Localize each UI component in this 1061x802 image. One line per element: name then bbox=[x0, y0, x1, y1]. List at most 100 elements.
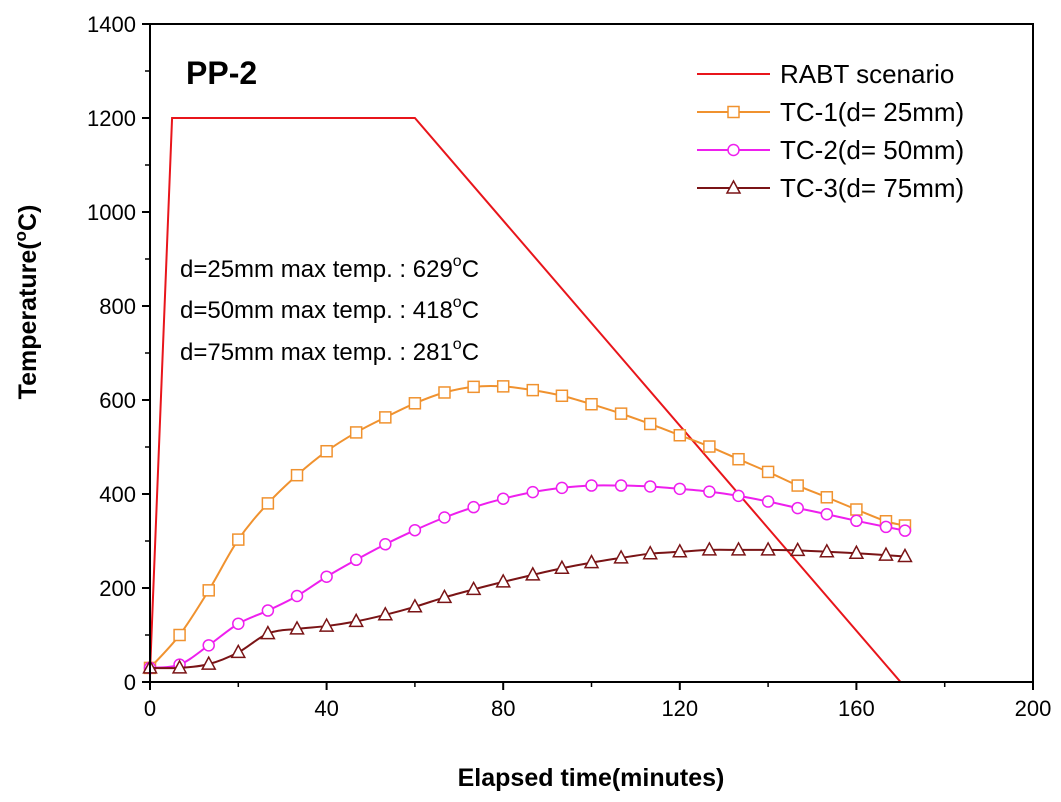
panel-label: PP-2 bbox=[186, 55, 257, 91]
data-point bbox=[467, 500, 480, 514]
data-point bbox=[526, 485, 540, 499]
data-point bbox=[848, 544, 865, 559]
legend-entry-1: RABT scenario bbox=[697, 59, 954, 89]
data-point bbox=[289, 620, 305, 635]
data-point bbox=[202, 639, 215, 652]
data-point bbox=[730, 541, 747, 556]
legend-marker bbox=[727, 143, 740, 157]
data-point bbox=[701, 541, 718, 556]
series-3 bbox=[143, 479, 912, 675]
y-tick-label: 1400 bbox=[87, 12, 136, 37]
data-point bbox=[320, 444, 333, 458]
data-point bbox=[643, 480, 657, 493]
legend-marker bbox=[725, 179, 742, 194]
data-point bbox=[703, 485, 716, 498]
data-point bbox=[261, 497, 275, 510]
legend-marker bbox=[727, 105, 740, 119]
data-point bbox=[583, 554, 600, 569]
data-point bbox=[467, 380, 480, 394]
data-point bbox=[791, 501, 804, 515]
y-tick-label: 0 bbox=[124, 670, 136, 695]
data-point bbox=[673, 429, 687, 442]
data-point bbox=[348, 612, 364, 628]
data-point bbox=[673, 482, 687, 496]
data-point bbox=[732, 452, 745, 466]
legend: RABT scenario TC-1(d= 25mm) TC-2(d= 50mm) T… bbox=[697, 59, 964, 203]
x-tick-label: 200 bbox=[1015, 696, 1052, 721]
data-point bbox=[820, 491, 834, 504]
annotation-d25: d=25mm max temp. : 629oC bbox=[180, 253, 479, 283]
data-point bbox=[850, 503, 863, 516]
max-temp-annotations: d=25mm max temp. : 629oC d=50mm max temp… bbox=[180, 253, 479, 366]
data-point bbox=[438, 511, 451, 524]
data-point bbox=[232, 617, 245, 630]
data-point bbox=[318, 617, 335, 632]
y-tick-label: 1000 bbox=[87, 200, 136, 225]
data-point bbox=[525, 566, 541, 581]
data-point bbox=[760, 541, 776, 556]
annotation-d75: d=75mm max temp. : 281oC bbox=[180, 336, 479, 366]
data-point bbox=[526, 383, 540, 397]
data-point bbox=[820, 507, 834, 521]
data-point bbox=[614, 407, 628, 420]
data-point bbox=[320, 570, 333, 583]
x-axis-title: Elapsed time(minutes) bbox=[458, 764, 725, 792]
data-point bbox=[555, 481, 569, 495]
data-point bbox=[819, 543, 835, 558]
data-point bbox=[349, 553, 363, 567]
legend-entry-2: TC-1(d= 25mm) bbox=[697, 97, 964, 127]
data-point bbox=[377, 606, 394, 621]
annotation-d50: d=50mm max temp. : 418oC bbox=[180, 294, 479, 324]
data-point bbox=[261, 604, 275, 617]
data-point bbox=[495, 573, 511, 588]
data-point bbox=[789, 541, 806, 557]
data-point bbox=[878, 546, 894, 561]
data-point bbox=[171, 659, 188, 674]
data-point bbox=[232, 533, 245, 546]
x-tick-label: 0 bbox=[144, 696, 156, 721]
data-point bbox=[379, 538, 392, 551]
series-line bbox=[149, 117, 902, 683]
data-point bbox=[408, 523, 422, 537]
legend-label: TC-2(d= 50mm) bbox=[780, 135, 964, 165]
data-point bbox=[898, 524, 912, 537]
data-point bbox=[643, 417, 657, 431]
data-point bbox=[260, 625, 276, 640]
data-point bbox=[791, 479, 804, 492]
data-point bbox=[496, 492, 510, 505]
data-point bbox=[407, 598, 423, 613]
legend-label: TC-3(d= 75mm) bbox=[780, 173, 964, 203]
data-point bbox=[761, 465, 775, 479]
legend-entry-3: TC-2(d= 50mm) bbox=[697, 135, 964, 165]
legend-entry-4: TC-3(d= 75mm) bbox=[697, 173, 964, 203]
data-point bbox=[554, 559, 570, 575]
data-point bbox=[230, 643, 247, 659]
data-point bbox=[379, 411, 392, 424]
data-point bbox=[349, 426, 363, 439]
data-point bbox=[202, 584, 215, 597]
data-point bbox=[436, 588, 453, 604]
data-point bbox=[732, 489, 745, 503]
data-point bbox=[642, 545, 658, 560]
data-point bbox=[672, 543, 688, 558]
data-point bbox=[585, 479, 598, 492]
y-tick-label: 600 bbox=[99, 388, 136, 413]
data-point bbox=[290, 589, 304, 603]
data-point bbox=[408, 397, 422, 410]
x-tick-label: 40 bbox=[314, 696, 338, 721]
data-point bbox=[496, 380, 510, 393]
axes: 0 40 80 120 160 200 0 200 400 600 800 1000 1200 1400 bbox=[87, 12, 1051, 721]
data-point bbox=[465, 580, 482, 596]
x-tick-label: 120 bbox=[661, 696, 698, 721]
data-point bbox=[290, 468, 304, 482]
y-tick-label: 800 bbox=[99, 294, 136, 319]
data-point bbox=[879, 520, 893, 534]
y-axis-title: Temperature(oC) bbox=[11, 205, 42, 400]
data-point bbox=[897, 547, 913, 563]
data-point bbox=[614, 479, 628, 492]
data-point bbox=[438, 386, 451, 399]
data-point bbox=[200, 655, 217, 670]
data-point bbox=[585, 397, 598, 411]
y-tick-label: 1200 bbox=[87, 106, 136, 131]
